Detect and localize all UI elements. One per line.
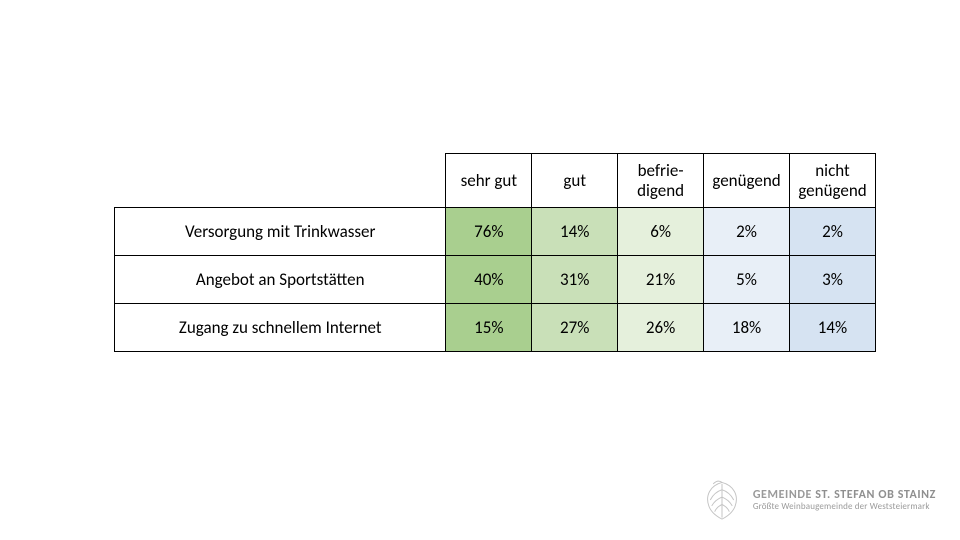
logo-text: GEMEINDE ST. STEFAN OB STAINZ Größte Wei… (753, 489, 936, 511)
data-cell: 26% (618, 304, 704, 352)
table-corner-empty (115, 154, 446, 208)
data-cell: 31% (532, 256, 618, 304)
col-header: befrie- digend (618, 154, 704, 208)
logo-org: GEMEINDE ST. STEFAN OB STAINZ (753, 489, 936, 502)
data-cell: 14% (790, 304, 876, 352)
data-cell: 14% (532, 208, 618, 256)
logo-tagline: Größte Weinbaugemeinde der Weststeiermar… (753, 502, 936, 511)
col-header: sehr gut (446, 154, 532, 208)
survey-table: sehr gutgutbefrie- digendgenügendnicht g… (114, 153, 876, 352)
col-header: genügend (704, 154, 790, 208)
data-cell: 27% (532, 304, 618, 352)
stage: sehr gutgutbefrie- digendgenügendnicht g… (0, 0, 960, 540)
col-header: gut (532, 154, 618, 208)
table-row: Angebot an Sportstätten40%31%21%5%3% (115, 256, 876, 304)
row-label: Angebot an Sportstätten (115, 256, 446, 304)
table-row: Zugang zu schnellem Internet15%27%26%18%… (115, 304, 876, 352)
data-cell: 18% (704, 304, 790, 352)
footer-logo: GEMEINDE ST. STEFAN OB STAINZ Größte Wei… (699, 478, 936, 522)
data-cell: 3% (790, 256, 876, 304)
data-cell: 5% (704, 256, 790, 304)
col-header: nicht genügend (790, 154, 876, 208)
row-label: Zugang zu schnellem Internet (115, 304, 446, 352)
data-cell: 21% (618, 256, 704, 304)
logo-prefix: GEMEINDE (753, 488, 815, 502)
table-body: Versorgung mit Trinkwasser76%14%6%2%2%An… (115, 208, 876, 352)
table-row: Versorgung mit Trinkwasser76%14%6%2%2% (115, 208, 876, 256)
data-cell: 2% (790, 208, 876, 256)
data-cell: 15% (446, 304, 532, 352)
data-cell: 6% (618, 208, 704, 256)
row-label: Versorgung mit Trinkwasser (115, 208, 446, 256)
data-cell: 2% (704, 208, 790, 256)
logo-name: ST. STEFAN OB STAINZ (815, 488, 936, 502)
data-cell: 40% (446, 256, 532, 304)
table-header-row: sehr gutgutbefrie- digendgenügendnicht g… (115, 154, 876, 208)
data-cell: 76% (446, 208, 532, 256)
leaf-icon (699, 478, 745, 522)
